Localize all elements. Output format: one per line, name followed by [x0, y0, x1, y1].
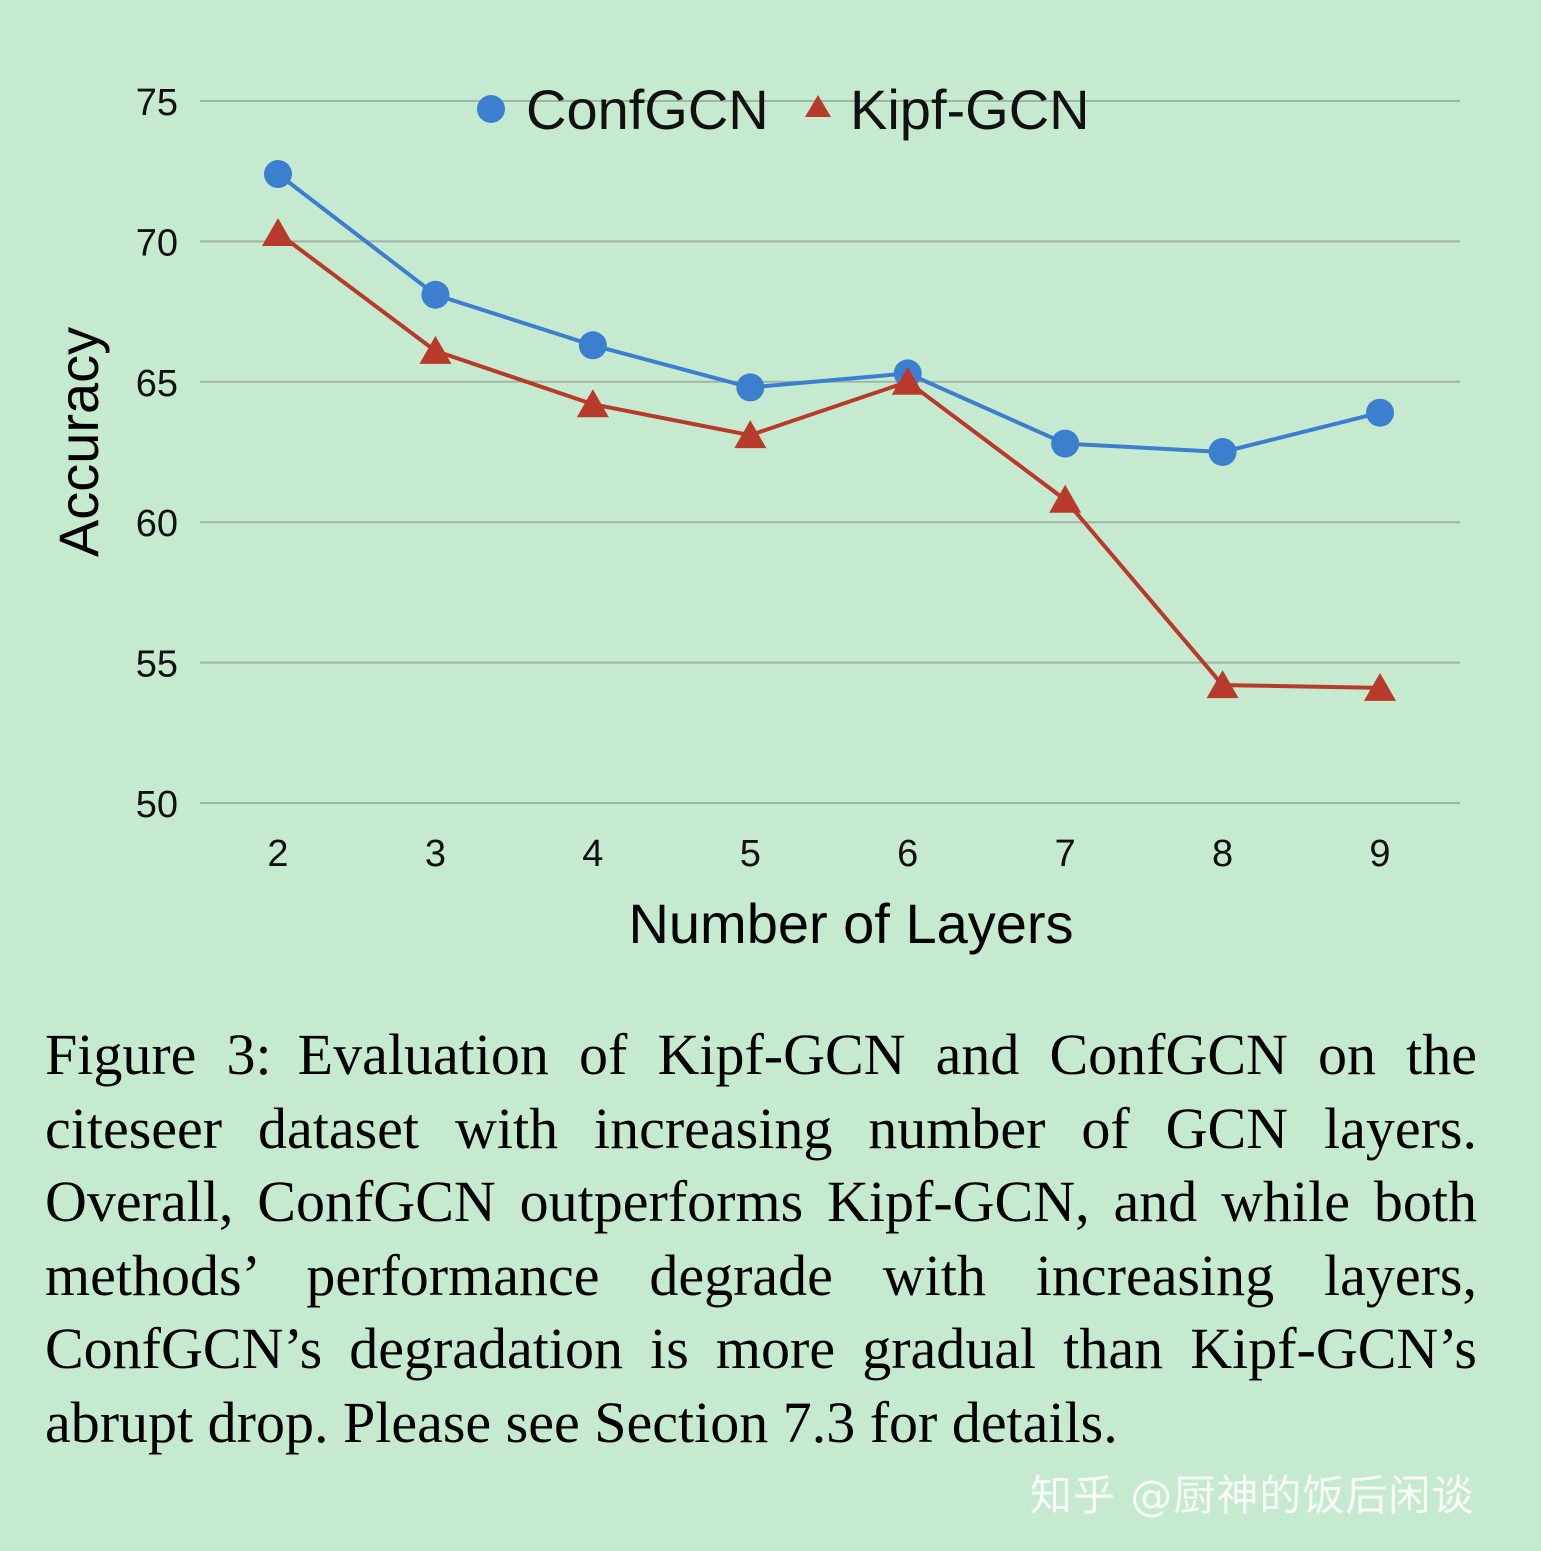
x-axis-title: Number of Layers [628, 892, 1073, 955]
data-point-kipf-gcn [1364, 672, 1396, 701]
y-tick-label: 70 [136, 222, 178, 264]
data-point-confgcn [1208, 438, 1237, 466]
x-tick-label: 3 [425, 833, 446, 875]
data-point-confgcn [1051, 429, 1080, 458]
series-line-kipf-gcn [276, 231, 1381, 690]
x-tick-label: 6 [897, 833, 918, 875]
x-tick-label: 9 [1369, 833, 1390, 875]
legend: ConfGCN Kipf-GCN [477, 78, 1090, 141]
data-point-kipf-gcn [891, 366, 924, 395]
figure-caption: Figure 3: Evaluation of Kipf-GCN and Conf… [45, 1018, 1477, 1459]
y-tick-label: 50 [136, 784, 178, 826]
data-point-kipf-gcn [1049, 484, 1082, 513]
data-point-kipf-gcn [262, 217, 294, 246]
x-tick-label: 4 [582, 833, 603, 875]
watermark: 知乎 @厨神的饭后闲谈 [1030, 1471, 1475, 1520]
data-point-kipf-gcn [419, 335, 452, 364]
y-tick-labels: 50 55 60 65 70 75 [136, 82, 178, 826]
data-point-confgcn [1366, 398, 1394, 427]
caption-text: Evaluation of Kipf-GCN and ConfGCN on th… [45, 1022, 1478, 1455]
data-point-confgcn [421, 280, 450, 309]
series-lines [262, 160, 1396, 701]
legend-marker-kipf-gcn [805, 95, 831, 117]
figure-label: Figure 3: [45, 1022, 272, 1087]
y-tick-label: 75 [136, 82, 178, 124]
y-tick-label: 55 [136, 644, 178, 686]
y-axis-title: Accuracy [47, 327, 110, 557]
data-point-confgcn [736, 373, 765, 402]
data-point-kipf-gcn [576, 389, 609, 418]
line-chart: 50 55 60 65 70 75 2 3 4 5 6 7 8 9 ConfGCN Kipf-GCN A… [47, 78, 1460, 955]
x-tick-label: 2 [267, 833, 288, 875]
x-tick-label: 7 [1055, 833, 1076, 875]
x-tick-label: 8 [1212, 833, 1233, 875]
x-tick-labels: 2 3 4 5 6 7 8 9 [267, 833, 1390, 875]
legend-label-kipf-gcn: Kipf-GCN [850, 78, 1090, 141]
legend-label-confgcn: ConfGCN [526, 78, 769, 141]
data-point-confgcn [578, 331, 607, 360]
data-point-confgcn [264, 160, 292, 189]
data-point-kipf-gcn [734, 420, 767, 449]
series-line-confgcn [276, 172, 1381, 454]
x-tick-label: 5 [740, 833, 761, 875]
y-tick-label: 60 [136, 503, 178, 545]
gridlines [200, 100, 1460, 804]
y-tick-label: 65 [136, 363, 178, 405]
data-point-kipf-gcn [1206, 670, 1239, 699]
legend-marker-confgcn [477, 95, 505, 123]
